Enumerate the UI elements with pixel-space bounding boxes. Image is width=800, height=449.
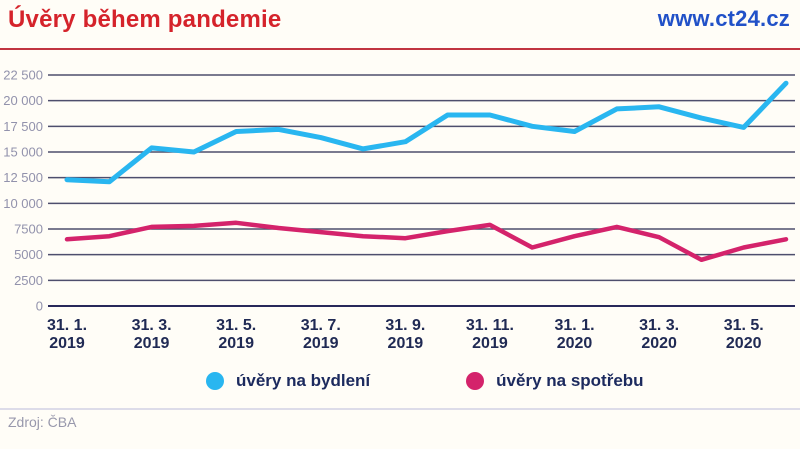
legend-item-spotreba: úvěry na spotřebu [466, 371, 644, 391]
x-tick-label: 2019 [472, 335, 508, 352]
x-tick-label: 31. 1. [555, 317, 595, 334]
header: Úvěry během pandemie www.ct24.cz [8, 6, 790, 34]
x-tick-label: 31. 1. [47, 317, 87, 334]
x-tick-label: 31. 5. [216, 317, 256, 334]
x-tick-label: 2019 [49, 335, 85, 352]
y-tick-label: 15 000 [3, 145, 43, 160]
y-tick-label: 7500 [14, 222, 43, 237]
y-tick-label: 10 000 [3, 196, 43, 211]
x-tick-label: 2019 [388, 335, 424, 352]
x-tick-label: 2020 [726, 335, 762, 352]
y-tick-label: 22 500 [3, 68, 43, 83]
source-label: Zdroj: ČBA [8, 414, 77, 430]
y-tick-label: 5000 [14, 247, 43, 262]
site-url: www.ct24.cz [657, 6, 790, 31]
legend-label-spotreba: úvěry na spotřebu [496, 371, 644, 390]
legend-dot-bydleni-icon [206, 372, 224, 390]
x-tick-label: 2019 [134, 335, 170, 352]
x-tick-label: 31. 9. [385, 317, 425, 334]
x-tick-label: 31. 3. [639, 317, 679, 334]
x-tick-label: 31. 7. [301, 317, 341, 334]
legend-dot-spotreba-icon [466, 372, 485, 390]
series-line-bydleni [64, 80, 789, 185]
legend-label-bydleni: úvěry na bydlení [236, 371, 371, 390]
x-tick-label: 2019 [218, 335, 254, 352]
y-tick-label: 20 000 [3, 93, 43, 108]
y-tick-label: 12 500 [3, 170, 43, 185]
legend: úvěry na bydlení úvěry na spotřebu [0, 369, 800, 393]
y-tick-label: 0 [36, 299, 43, 314]
x-tick-label: 31. 11. [466, 317, 514, 334]
x-tick-label: 31. 3. [132, 317, 172, 334]
x-tick-label: 2019 [303, 335, 339, 352]
x-tick-label: 31. 5. [724, 317, 764, 334]
series-line-spotreba [64, 220, 789, 263]
line-chart: 0 2500 5000 7500 10 000 12 500 15 000 17 500 20 … [0, 60, 800, 360]
y-tick-label: 2500 [14, 273, 43, 288]
header-divider [0, 48, 800, 50]
x-tick-label: 2020 [641, 335, 677, 352]
y-tick-label: 17 500 [3, 119, 43, 134]
footer-divider [0, 408, 800, 410]
legend-item-bydleni: úvěry na bydlení [206, 371, 370, 391]
x-tick-label: 2020 [557, 335, 593, 352]
page-title: Úvěry během pandemie [8, 6, 282, 33]
chart-canvas: 0 2500 5000 7500 10 000 12 500 15 000 17 500 20 … [3, 68, 795, 352]
